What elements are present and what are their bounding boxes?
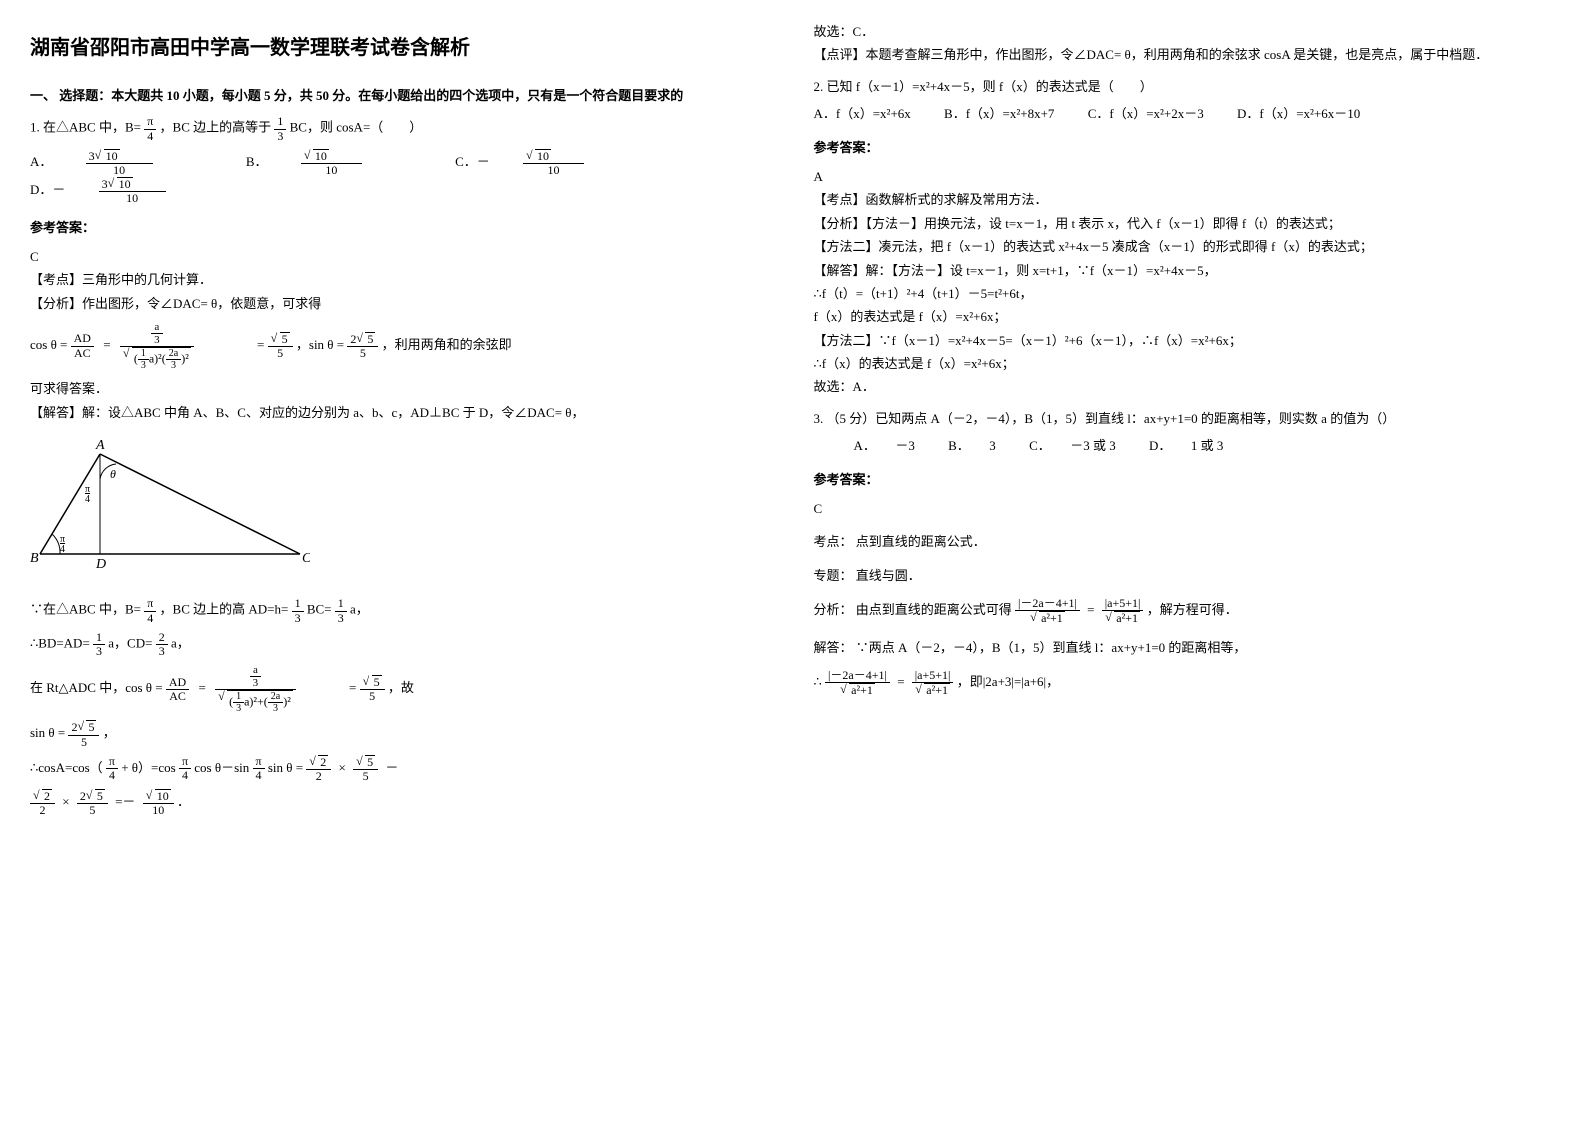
svg-text:4: 4 [60, 544, 65, 555]
q3-fx: 分析： 由点到直线的距离公式可得 |－2a－4+1|a²+1 = |a+5+1|… [814, 597, 1558, 625]
q3-optC: C． －3 或 3 [1029, 434, 1116, 457]
ref-answer-label-2: 参考答案： [814, 136, 1558, 159]
q1-optA: A． 31010 [30, 149, 213, 177]
q2-kd: 【考点】函数解析式的求解及常用方法． [814, 188, 1558, 211]
q3-zt: 专题： 直线与圆． [814, 564, 1558, 587]
q3-answer: C [814, 497, 1558, 520]
frac-pi-4: π4 [144, 115, 156, 142]
q1-kaodian: 【考点】三角形中的几何计算． [30, 268, 774, 291]
q3-stem: 3. （5 分）已知两点 A（－2，－4），B（1，5）到直线 l：ax+y+1… [814, 407, 1558, 430]
q1-sin-line: sin θ = 255 ， [30, 720, 774, 748]
q1-jiedai: 【解答】解：设△ABC 中角 A、B、C、对应的边分别为 a、b、c，AD⊥BC… [30, 401, 774, 424]
page-title: 湖南省邵阳市高田中学高一数学理联考试卷含解析 [30, 30, 774, 66]
ref-answer-label: 参考答案： [30, 216, 774, 239]
q3-jd1: 解答： ∵两点 A（－2，－4），B（1，5）到直线 l：ax+y+1=0 的距… [814, 636, 1558, 659]
q2-choices: A．f（x）=x²+6x B．f（x）=x²+8x+7 C．f（x）=x²+2x… [814, 102, 1558, 125]
q1-stem-pre: 1. 在△ABC 中，B= [30, 120, 141, 135]
svg-text:D: D [95, 557, 106, 572]
q1-optC: C．－ 1010 [455, 149, 644, 177]
q1-choices: A． 31010 B． 1010 C．－ 1010 D．－ 31010 [30, 149, 774, 206]
q2-jd3: f（x）的表达式是 f（x）=x²+6x； [814, 305, 1558, 328]
q1-stem-post: BC，则 cosA=（ ） [290, 120, 423, 135]
q2-optA: A．f（x）=x²+6x [814, 102, 911, 125]
q2-jd4: 【方法二】∵f（x－1）=x²+4x－5=（x－1）²+6（x－1），∴f（x）… [814, 329, 1558, 352]
q3-jd2: ∴ |－2a－4+1|a²+1 = |a+5+1|a²+1 ，即|2a+3|=|… [814, 669, 1558, 697]
q1-after-diag: ∵在△ABC 中，B= π4 ，BC 边上的高 AD=h= 13 BC= 13 … [30, 597, 774, 624]
section-heading: 一、 选择题：本大题共 10 小题，每小题 5 分，共 50 分。在每小题给出的… [30, 84, 774, 107]
svg-text:θ: θ [110, 467, 116, 481]
q2-fx2: 【方法二】凑元法，把 f（x－1）的表达式 x²+4x－5 凑成含（x－1）的形… [814, 235, 1558, 258]
q1-fenxi: 【分析】作出图形，令∠DAC= θ，依题意，可求得 [30, 292, 774, 315]
q1-bd-line: ∴BD=AD= 13 a，CD= 23 a， [30, 631, 774, 658]
q2-gx: 故选：A． [814, 375, 1558, 398]
svg-text:4: 4 [85, 494, 90, 505]
ref-answer-label-3: 参考答案： [814, 468, 1558, 491]
q1-cosA-line: ∴cosA=cos（ π4 + θ）=cos π4 cos θ－sin π4 s… [30, 755, 774, 783]
svg-text:A: A [95, 438, 105, 453]
q1-rt-line: 在 Rt△ADC 中，cos θ = ADAC = a3 (13a)²+(2a3… [30, 664, 774, 714]
q2-stem: 2. 已知 f（x－1）=x²+4x－5，则 f（x）的表达式是（ ） [814, 75, 1558, 98]
frac-1-3: 13 [274, 115, 286, 142]
q2-optB: B．f（x）=x²+8x+7 [944, 102, 1054, 125]
q1-guxuan: 故选：C． [814, 20, 1558, 43]
q1-optD: D．－ 31010 [30, 177, 226, 205]
q2-answer: A [814, 165, 1558, 188]
q2-jd5: ∴f（x）的表达式是 f（x）=x²+6x； [814, 352, 1558, 375]
q1-answer: C [30, 245, 774, 268]
q2-optC: C．f（x）=x²+2x－3 [1088, 102, 1204, 125]
q1-cos-eq: cos θ = ADAC = a3 (13a)²(2a3)² = 55 ，sin… [30, 321, 774, 371]
q3-optA: A． －3 [854, 434, 915, 457]
q2-jd2: ∴f（t）=（t+1）²+4（t+1）－5=t²+6t， [814, 282, 1558, 305]
svg-text:B: B [30, 551, 39, 566]
q3-optD: D． 1 或 3 [1149, 434, 1223, 457]
q1-stem-mid: ，BC 边上的高等于 [160, 120, 272, 135]
triangle-diagram: A B C D θ π 4 π 4 [30, 434, 310, 574]
q3-optB: B． 3 [948, 434, 996, 457]
svg-text:C: C [302, 551, 310, 566]
q1-optB: B． 1010 [246, 149, 422, 177]
q2-optD: D．f（x）=x²+6x－10 [1237, 102, 1360, 125]
q2-jd1: 【解答】解：【方法－】设 t=x－1，则 x=t+1，∵f（x－1）=x²+4x… [814, 259, 1558, 282]
q1-cosA-line2: 22 × 255 =－ 1010 ． [30, 789, 774, 817]
q2-fx1: 【分析】【方法－】用换元法，设 t=x－1，用 t 表示 x，代入 f（x－1）… [814, 212, 1558, 235]
q1-stem: 1. 在△ABC 中，B= π4 ，BC 边上的高等于 13 BC，则 cosA… [30, 115, 774, 142]
q3-choices: A． －3 B． 3 C． －3 或 3 D． 1 或 3 [854, 434, 1558, 457]
q3-kd: 考点： 点到直线的距离公式． [814, 530, 1558, 553]
q1-line2: 可求得答案． [30, 377, 774, 400]
q1-dianping: 【点评】本题考查解三角形中，作出图形，令∠DAC= θ，利用两角和的余弦求 co… [814, 43, 1558, 66]
